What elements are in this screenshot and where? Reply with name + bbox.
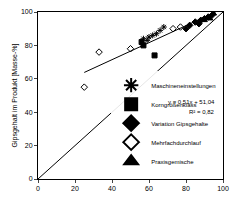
svg-text:R² = 0,82: R² = 0,82 xyxy=(189,109,215,115)
svg-text:60: 60 xyxy=(145,185,153,192)
svg-text:40: 40 xyxy=(108,185,116,192)
svg-text:Variation Gipsgehalte: Variation Gipsgehalte xyxy=(151,121,209,127)
svg-text:80: 80 xyxy=(182,185,190,192)
svg-text:y = 0,51x + 51,04: y = 0,51x + 51,04 xyxy=(168,99,215,105)
svg-text:Mehrfachdurchlauf: Mehrfachdurchlauf xyxy=(151,140,201,146)
svg-text:Praxisgemische: Praxisgemische xyxy=(151,159,194,165)
svg-text:Maschineneinstellungen: Maschineneinstellungen xyxy=(151,83,215,89)
svg-text:0: 0 xyxy=(36,185,40,192)
svg-text:80: 80 xyxy=(25,42,33,49)
svg-text:100: 100 xyxy=(217,185,229,192)
svg-text:0: 0 xyxy=(29,175,33,182)
svg-text:Gipsgehalt im Produkt [Masse-%: Gipsgehalt im Produkt [Masse-%] xyxy=(11,44,19,148)
svg-text:100: 100 xyxy=(21,8,33,15)
svg-text:20: 20 xyxy=(71,185,79,192)
svg-text:60: 60 xyxy=(25,75,33,82)
svg-text:20: 20 xyxy=(25,142,33,149)
svg-text:Korngrößenklass: Korngrößenklass xyxy=(151,102,196,108)
svg-text:40: 40 xyxy=(25,109,33,116)
